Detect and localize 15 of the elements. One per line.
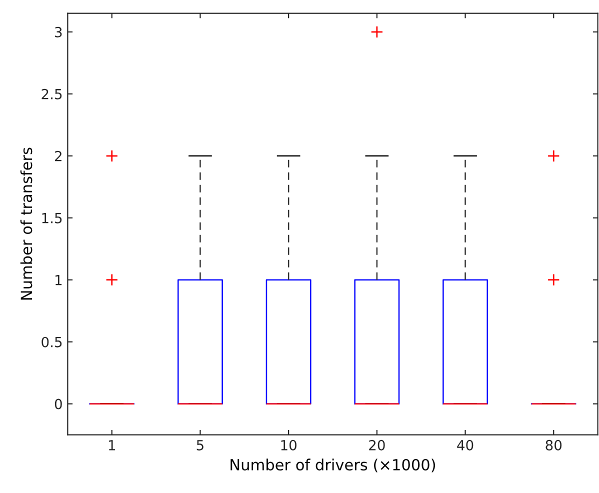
y-tick-label: 0.5 <box>42 336 62 348</box>
y-tick-label: 1.5 <box>42 213 62 224</box>
x-tick-label: 80 <box>546 440 562 450</box>
y-tick-label: 1 <box>56 275 62 286</box>
x-tick-label: 40 <box>457 440 474 450</box>
y-tick-label: 3 <box>55 26 62 38</box>
x-tick-label: 10 <box>281 440 296 450</box>
x-tick-label: 5 <box>196 440 204 450</box>
y-tick-label: 2.5 <box>42 88 62 100</box>
y-axis-title: Number of transfers <box>20 148 32 300</box>
x-tick-label: 1 <box>108 440 115 450</box>
y-tick-label: 0 <box>54 398 62 410</box>
x-tick-label: 20 <box>369 440 385 450</box>
y-tick-label: 2 <box>55 150 62 162</box>
x-axis-title: Number of drivers (×1000) <box>230 458 436 472</box>
